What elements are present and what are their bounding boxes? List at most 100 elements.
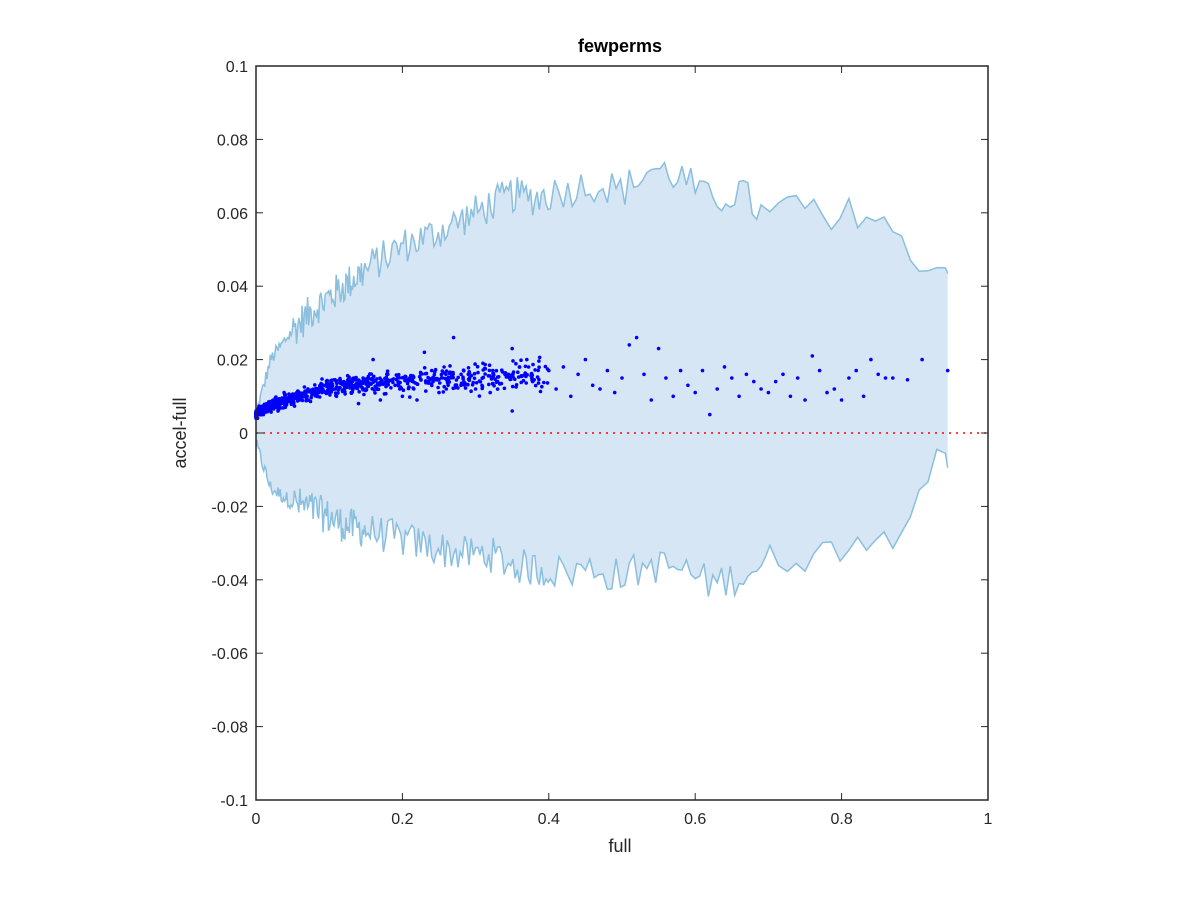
y-axis-label: accel-full <box>170 397 190 468</box>
data-point <box>540 384 544 389</box>
data-point <box>288 393 292 397</box>
data-point <box>869 357 873 362</box>
y-tick-label: 0.1 <box>226 59 248 76</box>
data-point <box>722 365 727 369</box>
data-point <box>473 362 477 366</box>
data-point <box>298 398 302 402</box>
data-point <box>451 372 455 377</box>
data-point <box>424 379 428 383</box>
data-point <box>543 364 548 369</box>
data-point <box>508 373 513 378</box>
data-point <box>411 375 416 380</box>
data-point <box>403 374 407 379</box>
data-point <box>290 401 295 406</box>
data-point <box>649 398 654 402</box>
data-point <box>781 372 785 377</box>
data-point <box>356 401 361 406</box>
data-point <box>519 358 523 363</box>
data-point <box>276 409 280 413</box>
data-point <box>700 368 705 373</box>
y-tick-label: -0.02 <box>212 499 249 516</box>
data-point <box>459 372 463 377</box>
data-point <box>448 364 452 368</box>
data-point <box>393 383 397 388</box>
data-point <box>444 387 449 391</box>
data-point <box>302 385 307 389</box>
data-point <box>329 390 334 394</box>
data-point <box>598 387 602 391</box>
data-point <box>476 370 480 375</box>
data-point <box>477 379 482 383</box>
data-point <box>473 387 478 391</box>
data-point <box>427 381 431 385</box>
data-point <box>371 374 376 379</box>
data-point <box>332 378 337 382</box>
data-point <box>354 382 358 387</box>
data-point <box>362 392 366 397</box>
data-point <box>495 375 500 379</box>
data-point <box>487 368 492 373</box>
data-point <box>355 385 360 390</box>
data-point <box>488 374 492 378</box>
data-point <box>319 381 323 386</box>
data-point <box>511 359 515 363</box>
data-point <box>803 398 807 402</box>
data-point <box>442 365 446 369</box>
data-point <box>536 368 540 373</box>
data-point <box>500 368 504 373</box>
data-point <box>459 383 463 388</box>
data-point <box>905 378 910 382</box>
data-point <box>290 392 295 396</box>
data-point <box>467 378 472 383</box>
data-point <box>423 371 428 376</box>
data-point <box>463 381 467 386</box>
data-point <box>451 335 456 340</box>
data-point <box>516 370 520 375</box>
data-point <box>437 390 441 395</box>
data-point <box>605 368 610 373</box>
data-point <box>405 381 410 386</box>
data-point <box>526 365 531 369</box>
data-point <box>326 387 331 392</box>
data-point <box>529 374 533 378</box>
data-point <box>510 384 515 389</box>
confidence-band-fill <box>256 162 948 597</box>
data-point <box>313 394 318 398</box>
data-point <box>491 368 495 373</box>
data-point <box>510 409 514 413</box>
data-point <box>292 404 297 408</box>
data-point <box>494 368 499 373</box>
data-point <box>538 389 543 394</box>
data-point <box>744 372 749 377</box>
data-point <box>407 385 411 390</box>
data-point <box>847 376 851 380</box>
x-axis-label: full <box>608 836 631 856</box>
y-tick-label: 0.08 <box>217 132 248 149</box>
data-point <box>407 376 412 380</box>
data-point <box>444 369 449 373</box>
data-point <box>861 394 866 399</box>
data-point <box>372 388 377 392</box>
data-point <box>274 395 278 399</box>
data-point <box>487 382 491 387</box>
data-point <box>300 391 304 396</box>
data-point <box>612 390 617 395</box>
data-point <box>481 361 485 366</box>
data-point <box>737 394 741 399</box>
y-tick-label: -0.04 <box>212 573 249 590</box>
data-point <box>561 365 566 369</box>
data-point <box>542 380 546 385</box>
data-point <box>373 391 377 395</box>
data-point <box>470 383 475 387</box>
data-point <box>335 385 339 389</box>
data-point <box>456 386 460 390</box>
data-point <box>365 378 370 383</box>
data-point <box>328 393 332 397</box>
data-point <box>531 362 535 367</box>
data-point <box>523 364 528 369</box>
y-tick-label: -0.08 <box>212 720 249 737</box>
data-point <box>693 390 697 395</box>
data-point <box>306 387 310 391</box>
data-point <box>495 379 500 384</box>
